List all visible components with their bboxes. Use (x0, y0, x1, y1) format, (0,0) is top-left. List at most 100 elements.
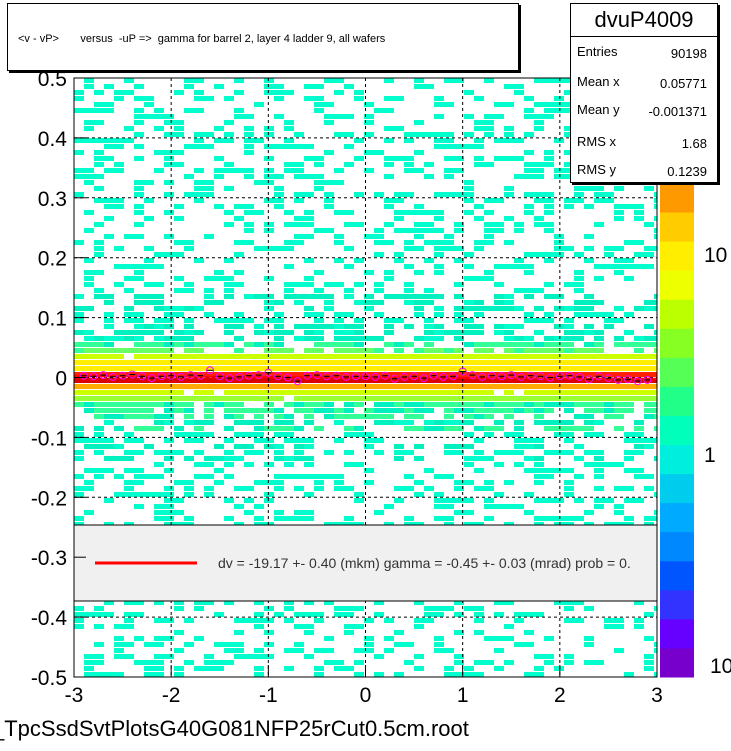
heatmap-cell (104, 384, 114, 389)
heatmap-cell (234, 168, 244, 173)
heatmap-cell (194, 474, 204, 479)
profile-point (138, 372, 147, 381)
y-tick-label: 0.2 (38, 248, 67, 271)
heatmap-cell (194, 432, 204, 437)
heatmap-cell (74, 192, 84, 197)
heatmap-cell (104, 390, 114, 395)
heatmap-cell (94, 432, 104, 437)
heatmap-cell (114, 354, 124, 359)
heatmap-cell (284, 384, 294, 389)
stat-value: 0.1239 (667, 164, 707, 179)
heatmap-cell (144, 294, 154, 299)
heatmap-cell (534, 354, 544, 359)
heatmap-cell (394, 672, 404, 677)
heatmap-cell (494, 102, 504, 107)
heatmap-cell (94, 288, 104, 293)
heatmap-cell (154, 492, 164, 497)
heatmap-cell (314, 330, 324, 335)
heatmap-cell (524, 168, 534, 173)
heatmap-cell (474, 348, 484, 353)
heatmap-cell (594, 312, 604, 317)
heatmap-cell (404, 162, 414, 167)
heatmap-cell (74, 378, 84, 383)
profile-point (575, 372, 584, 381)
heatmap-cell (174, 510, 184, 515)
heatmap-cell (634, 348, 644, 353)
profile-point (351, 372, 360, 381)
heatmap-cell (434, 498, 444, 503)
profile-point (108, 372, 117, 381)
heatmap-cell (244, 420, 254, 425)
heatmap-cell (264, 246, 274, 251)
heatmap-cell (364, 480, 374, 485)
heatmap-cell (584, 204, 594, 209)
heatmap-cell (474, 240, 484, 245)
heatmap-cell (534, 318, 544, 323)
heatmap-cell (154, 264, 164, 269)
heatmap-cell (404, 168, 414, 173)
heatmap-cell (514, 222, 524, 227)
heatmap-cell (104, 300, 114, 305)
heatmap-cell (414, 366, 424, 371)
heatmap-cell (354, 318, 364, 323)
heatmap-cell (324, 150, 334, 155)
heatmap-cell (364, 636, 374, 641)
heatmap-cell (294, 642, 304, 647)
heatmap-cell (184, 642, 194, 647)
heatmap-cell (214, 360, 224, 365)
heatmap-cell (324, 180, 334, 185)
heatmap-cell (404, 282, 414, 287)
heatmap-cell (244, 126, 254, 131)
heatmap-cell (304, 306, 314, 311)
heatmap-cell (604, 396, 614, 401)
heatmap-cell (464, 396, 474, 401)
heatmap-cell (494, 384, 504, 389)
heatmap-cell (534, 198, 544, 203)
heatmap-cell (94, 162, 104, 167)
heatmap-cell (84, 84, 94, 89)
heatmap-cell (464, 390, 474, 395)
heatmap-cell (484, 396, 494, 401)
heatmap-cell (384, 240, 394, 245)
heatmap-cell (564, 606, 574, 611)
heatmap-cell (94, 348, 104, 353)
heatmap-cell (534, 474, 544, 479)
heatmap-cell (364, 408, 374, 413)
heatmap-cell (174, 330, 184, 335)
heatmap-cell (364, 168, 374, 173)
heatmap-cell (274, 426, 284, 431)
heatmap-cell (294, 486, 304, 491)
heatmap-cell (114, 642, 124, 647)
heatmap-cell (474, 384, 484, 389)
heatmap-cell (474, 138, 484, 143)
heatmap-cell (484, 498, 494, 503)
heatmap-cell (184, 144, 194, 149)
heatmap-cell (224, 516, 234, 521)
heatmap-cell (204, 666, 214, 671)
heatmap-cell (164, 120, 174, 125)
heatmap-cell (404, 132, 414, 137)
heatmap-cell (334, 378, 344, 383)
heatmap-cell (294, 648, 304, 653)
heatmap-cell (134, 396, 144, 401)
heatmap-cell (624, 240, 634, 245)
heatmap-cell (254, 138, 264, 143)
heatmap-cell (534, 666, 544, 671)
heatmap-cell (184, 660, 194, 665)
heatmap-cell (414, 78, 424, 83)
heatmap-cell (654, 648, 657, 653)
heatmap-cell (204, 462, 214, 467)
heatmap-cell (564, 102, 574, 107)
heatmap-cell (344, 426, 354, 431)
heatmap-cell (164, 654, 174, 659)
heatmap-cell (514, 402, 524, 407)
heatmap-cell (504, 156, 514, 161)
heatmap-cell (484, 354, 494, 359)
heatmap-cell (264, 408, 274, 413)
heatmap-cell (424, 324, 434, 329)
heatmap-cell (254, 516, 264, 521)
heatmap-cell (444, 132, 454, 137)
profile-point (536, 372, 545, 381)
heatmap-cell (344, 666, 354, 671)
